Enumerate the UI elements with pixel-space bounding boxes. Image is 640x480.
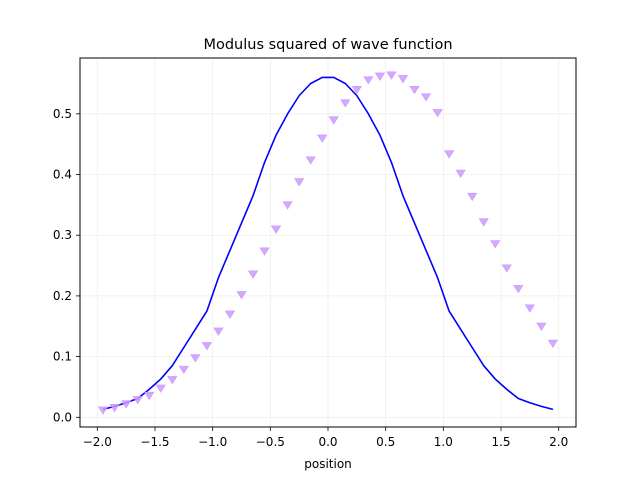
series-marker (490, 240, 501, 249)
y-tick-label: 0.3 (53, 228, 72, 242)
x-tick-label: 0.5 (376, 435, 395, 449)
x-tick-label: −2.0 (83, 435, 112, 449)
y-tick-label: 0.5 (53, 107, 72, 121)
y-axis: 0.0 0.1 0.2 0.3 0.4 0.5 (53, 107, 80, 424)
x-tick-label: 0.0 (318, 435, 337, 449)
series-marker (109, 404, 120, 413)
series-marker (247, 270, 259, 279)
y-tick-label: 0.1 (53, 350, 72, 364)
series-marker (351, 86, 362, 95)
y-tick-label: 0.2 (53, 289, 72, 303)
x-tick-label: 1.0 (434, 435, 453, 449)
series-marker (409, 86, 420, 95)
chart-title: Modulus squared of wave function (203, 37, 452, 53)
plot-area (97, 71, 559, 415)
y-tick-label: 0.4 (53, 168, 72, 182)
series-marker (144, 391, 155, 401)
series-marker (374, 72, 386, 81)
series-marker (224, 310, 236, 319)
series-marker (363, 76, 374, 85)
series-marker (178, 365, 189, 375)
series-marker (213, 327, 224, 336)
series-marker (386, 71, 397, 80)
series-marker (513, 285, 524, 294)
x-axis: −2.0 −1.5 −1.0 −0.5 0.0 0.5 1.0 1.5 2.0 (83, 427, 568, 449)
series-marker (236, 291, 247, 300)
series-marker (305, 156, 316, 165)
x-tick-label: −0.5 (256, 435, 285, 449)
series-marker (467, 192, 478, 202)
series-marker (340, 99, 351, 108)
series-marker (97, 406, 109, 415)
y-tick-label: 0.0 (53, 410, 72, 424)
series-marker (536, 322, 547, 331)
series-marker (397, 75, 409, 84)
series-marker (259, 247, 270, 256)
series-marker (455, 169, 466, 179)
x-axis-label: position (304, 457, 352, 471)
series-line (102, 76, 554, 411)
x-tick-label: 1.5 (491, 435, 510, 449)
series-marker (317, 134, 328, 143)
series-marker (443, 150, 455, 159)
series-marker (524, 304, 536, 313)
series-marker (478, 218, 489, 227)
series-marker (155, 384, 166, 393)
series-marker (282, 201, 293, 210)
series-marker (167, 376, 178, 385)
x-tick-label: −1.5 (140, 435, 169, 449)
series-marker (501, 264, 512, 273)
series-marker (547, 339, 559, 348)
series-marker (432, 109, 443, 118)
series-marker (201, 342, 213, 351)
series-marker (420, 93, 432, 102)
series-marker (270, 225, 282, 234)
series-marker (190, 354, 201, 363)
x-tick-label: −1.0 (198, 435, 227, 449)
series-marker (132, 396, 143, 405)
series-marker (328, 116, 339, 125)
x-tick-label: 2.0 (549, 435, 568, 449)
series-marker (294, 178, 305, 187)
grid (80, 58, 576, 427)
series-marker (120, 400, 132, 409)
